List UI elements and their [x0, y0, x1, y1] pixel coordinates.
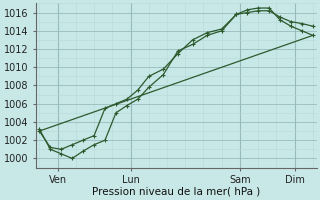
- X-axis label: Pression niveau de la mer( hPa ): Pression niveau de la mer( hPa ): [92, 187, 260, 197]
